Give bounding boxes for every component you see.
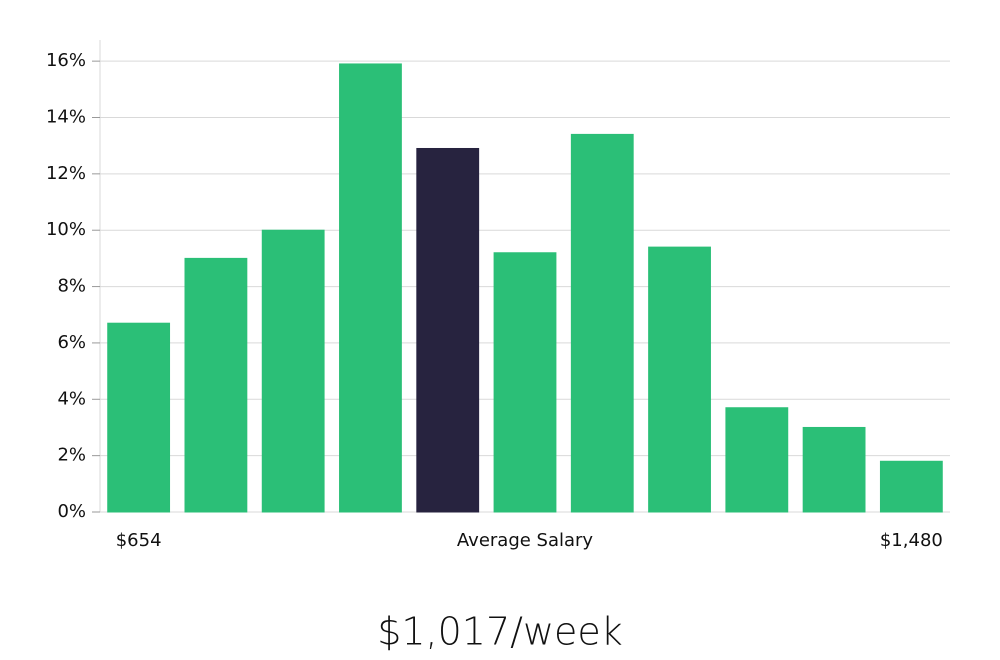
y-tick-label: 16% bbox=[46, 50, 86, 71]
x-tick-label: $1,480 bbox=[880, 530, 943, 551]
bar bbox=[261, 229, 325, 513]
bar bbox=[879, 460, 943, 513]
bar bbox=[184, 257, 248, 513]
bar bbox=[725, 407, 789, 513]
y-tick-label: 12% bbox=[46, 163, 86, 184]
salary-annotation: $1,017/week bbox=[377, 610, 623, 654]
bar bbox=[802, 426, 866, 513]
bar bbox=[493, 252, 557, 513]
y-tick-label: 6% bbox=[57, 332, 86, 353]
y-tick-label: 2% bbox=[57, 445, 86, 466]
y-tick-label: 8% bbox=[57, 276, 86, 297]
y-tick-label: 4% bbox=[57, 388, 86, 409]
bar bbox=[339, 63, 402, 513]
y-tick-label: 0% bbox=[57, 501, 86, 522]
bar bbox=[648, 246, 711, 513]
y-tick-label: 14% bbox=[46, 106, 86, 127]
bar bbox=[107, 322, 171, 513]
x-tick-label: Average Salary bbox=[457, 530, 594, 551]
bar bbox=[570, 133, 634, 513]
y-tick-label: 10% bbox=[46, 219, 86, 240]
x-tick-label: $654 bbox=[116, 530, 162, 551]
bar bbox=[416, 147, 480, 513]
